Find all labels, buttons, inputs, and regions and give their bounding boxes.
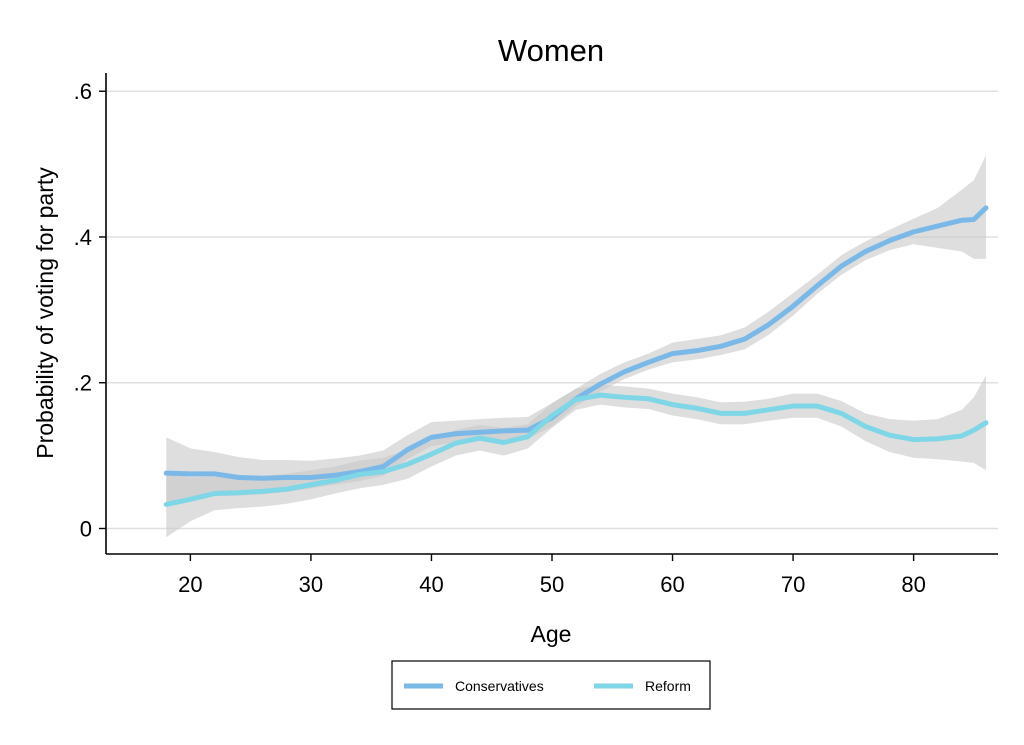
legend-box [391,660,711,710]
x-tick-label: 40 [419,572,443,597]
ci-band-conservatives [166,155,986,507]
x-tick-label: 20 [178,572,202,597]
grid-lines [106,90,998,530]
legend: Conservatives Reform [391,660,711,710]
y-tick-label: .6 [74,79,92,104]
confidence-bands [166,155,986,538]
x-axis-ticks: 20 30 40 50 60 70 80 [178,554,926,597]
legend-label-reform: Reform [645,678,691,694]
series-lines [163,205,989,507]
series-line-reform [163,392,989,507]
chart-title: Women [498,33,604,68]
x-tick-label: 60 [660,572,684,597]
x-tick-label: 70 [781,572,805,597]
x-tick-label: 30 [299,572,323,597]
y-tick-label: .4 [74,225,92,250]
x-tick-label: 80 [901,572,925,597]
y-tick-label: 0 [80,516,92,541]
ci-band-reform [166,375,986,538]
x-axis-title: Age [531,621,572,647]
series-line-conservatives [163,205,989,481]
legend-label-conservatives: Conservatives [455,678,544,694]
x-tick-label: 50 [540,572,564,597]
y-tick-label: .2 [74,371,92,396]
y-axis-ticks: 0 .2 .4 .6 [74,79,106,541]
y-axis-title: Probability of voting for party [32,167,58,459]
